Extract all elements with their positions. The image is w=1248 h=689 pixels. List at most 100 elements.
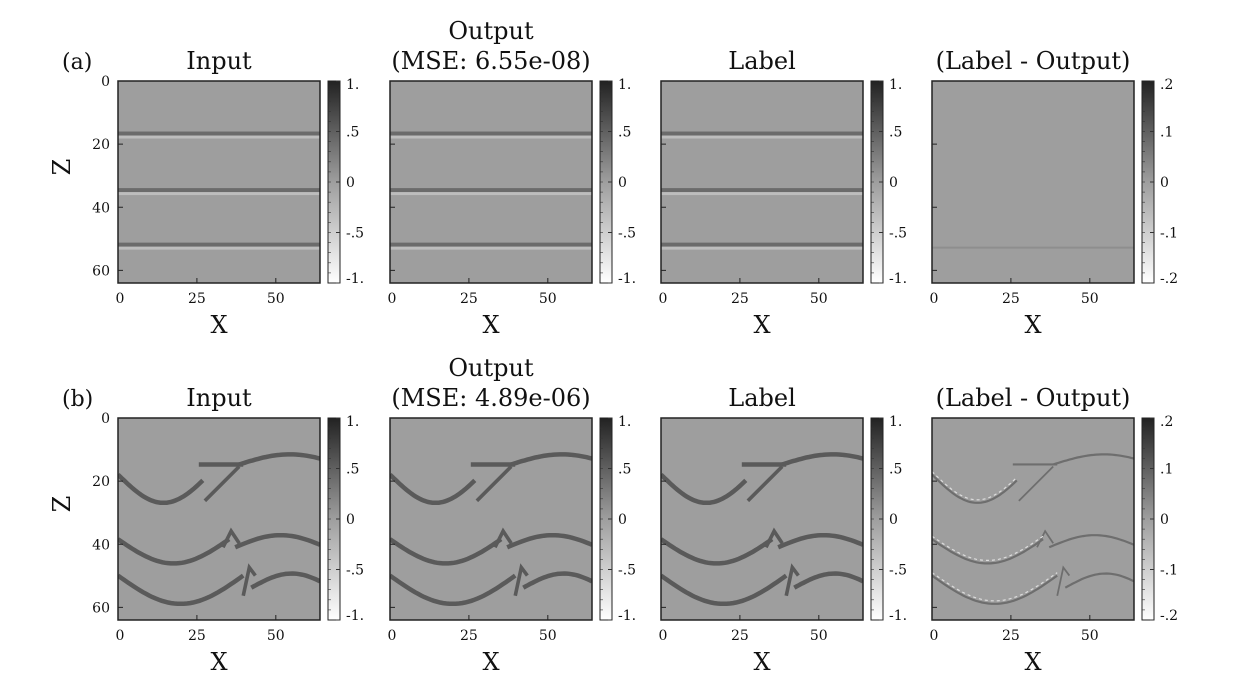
panel-input: Input 0 20 40 60 0 25 50 X 1. .5 0 -.5 -1. [92, 384, 364, 676]
colorbar-label: 0 [346, 175, 355, 191]
reflector-line [390, 242, 592, 247]
colorbar-label: -1. [889, 271, 907, 287]
row-label: (b) [62, 387, 93, 412]
reflector-curve [118, 472, 205, 506]
reflector-curve [784, 563, 800, 597]
colorbar-label: -1. [889, 608, 907, 624]
reflector-line [661, 135, 863, 139]
x-tick-label: 50 [267, 628, 285, 644]
reflector-curve [1048, 534, 1134, 549]
colorbar-label: -1. [346, 271, 364, 287]
x-tick-label: 0 [116, 628, 125, 644]
reflector-curve [475, 465, 513, 503]
panel-image [932, 81, 1134, 283]
reflector-curve [241, 563, 257, 597]
panel-input: Input 0 20 40 60 0 25 50 X 1. .5 0 -.5 -1. [92, 47, 364, 339]
panel-title: (MSE: 4.89e-06) [391, 384, 590, 412]
reflector-curve [118, 573, 245, 607]
reflector-curve [746, 465, 784, 503]
panel-frame [931, 80, 1135, 284]
y-tick-label: 40 [92, 537, 110, 553]
x-axis-label: X [1024, 311, 1041, 339]
colorbar-label: 0 [889, 512, 898, 528]
reflector-line [661, 188, 863, 193]
panel-output: Output(MSE: 6.55e-08) 0 25 50 X 1. .5 0 -.5 -1. [388, 17, 637, 339]
y-tick-label: 60 [92, 600, 110, 616]
x-axis-label: X [482, 648, 499, 676]
colorbar-label: 1. [889, 77, 902, 93]
y-axis-label: Z [48, 496, 76, 513]
x-axis-label: X [210, 648, 227, 676]
reflector-curve [238, 452, 320, 467]
colorbar-label: -.5 [889, 563, 907, 579]
colorbar-label: -1. [618, 608, 636, 624]
x-tick-label: 0 [659, 291, 668, 307]
panel-frame [660, 80, 864, 284]
x-tick-label: 50 [267, 291, 285, 307]
x-axis-label: X [1024, 648, 1041, 676]
colorbar-label: -.5 [618, 226, 636, 242]
x-tick-label: 25 [460, 291, 478, 307]
reflector-curve [932, 538, 1044, 565]
seismic-image [661, 131, 863, 250]
colorbar-label: .5 [618, 125, 631, 141]
x-tick-label: 25 [731, 291, 749, 307]
x-tick-label: 25 [731, 628, 749, 644]
panel-frame [117, 80, 321, 284]
x-tick-label: 25 [460, 628, 478, 644]
panel-frame [660, 417, 864, 621]
colorbar-label: .5 [346, 462, 359, 478]
colorbar-label: -.1 [1160, 563, 1178, 579]
reflector-curve [390, 472, 477, 506]
x-tick-label: 50 [810, 291, 828, 307]
reflector-curve [764, 527, 784, 549]
colorbar-label: 1. [346, 414, 359, 430]
reflector-curve [510, 452, 592, 467]
x-tick-label: 50 [539, 291, 557, 307]
panel-image [118, 81, 320, 283]
reflector-curve [221, 527, 241, 549]
residual-speckle [932, 535, 1044, 561]
reflector-curve [1018, 465, 1054, 502]
reflector-curve [793, 571, 863, 590]
y-tick-label: 40 [92, 200, 110, 216]
colorbar-label: 0 [618, 512, 627, 528]
colorbar-label: .1 [1160, 462, 1173, 478]
reflector-line [661, 131, 863, 136]
reflector-curve [522, 571, 592, 590]
panel-title: Output [448, 17, 534, 45]
x-tick-label: 0 [388, 291, 397, 307]
x-axis-label: X [753, 648, 770, 676]
reflector-curve [513, 563, 529, 597]
colorbar-label: 0 [618, 175, 627, 191]
reflector-curve [234, 532, 320, 550]
colorbar-label: .5 [889, 462, 902, 478]
reflector-line [390, 131, 592, 136]
reflector-curve [777, 532, 863, 550]
reflector-curve [203, 465, 241, 503]
x-tick-label: 50 [1081, 628, 1099, 644]
seismic-image [932, 246, 1134, 249]
panel-image [390, 418, 592, 620]
panel-image [118, 418, 320, 620]
reflector-curve [932, 473, 1018, 504]
colorbar-label: .5 [346, 125, 359, 141]
reflector-line [118, 192, 320, 196]
colorbar-label: -.5 [889, 226, 907, 242]
colorbar-label: 0 [346, 512, 355, 528]
panel-title: (Label - Output) [936, 47, 1131, 75]
y-tick-label: 20 [92, 137, 110, 153]
x-tick-label: 50 [810, 628, 828, 644]
x-tick-label: 0 [388, 628, 397, 644]
colorbar-label: -.5 [618, 563, 636, 579]
panel-label: Label 0 25 50 X 1. .5 0 -.5 -1. [659, 47, 908, 339]
x-tick-label: 0 [116, 291, 125, 307]
x-tick-label: 25 [188, 628, 206, 644]
panel-frame [931, 417, 1135, 621]
residual-speckle [932, 572, 1058, 602]
reflector-line [390, 135, 592, 139]
x-axis-label: X [753, 311, 770, 339]
colorbar-label: .2 [1160, 77, 1173, 93]
y-tick-label: 20 [92, 474, 110, 490]
